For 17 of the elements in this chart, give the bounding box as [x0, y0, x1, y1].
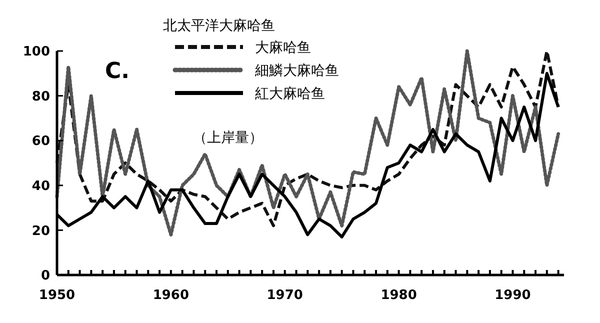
annotation: C. — [105, 59, 130, 84]
x-tick-label: 1960 — [152, 288, 190, 303]
y-tick-label: 100 — [22, 44, 50, 60]
x-tick-label: 1990 — [494, 288, 531, 303]
legend-label: 細鱗大麻哈鱼 — [254, 63, 339, 79]
y-tick-label: 20 — [32, 224, 50, 239]
y-tick-label: 80 — [32, 89, 50, 104]
y-tick-label: 40 — [32, 178, 50, 194]
x-tick-label: 1980 — [380, 288, 417, 303]
y-tick-label: 0 — [40, 268, 50, 284]
legend-title: 北太平洋大麻哈鱼 — [163, 18, 275, 34]
legend-label: 大麻哈鱼 — [255, 40, 311, 56]
annotation: （上岸量） — [193, 130, 263, 146]
y-tick-label: 60 — [32, 134, 50, 150]
x-tick-label: 1970 — [266, 288, 303, 303]
x-tick-label: 1950 — [38, 288, 76, 303]
legend-label: 紅大麻哈鱼 — [255, 86, 325, 102]
